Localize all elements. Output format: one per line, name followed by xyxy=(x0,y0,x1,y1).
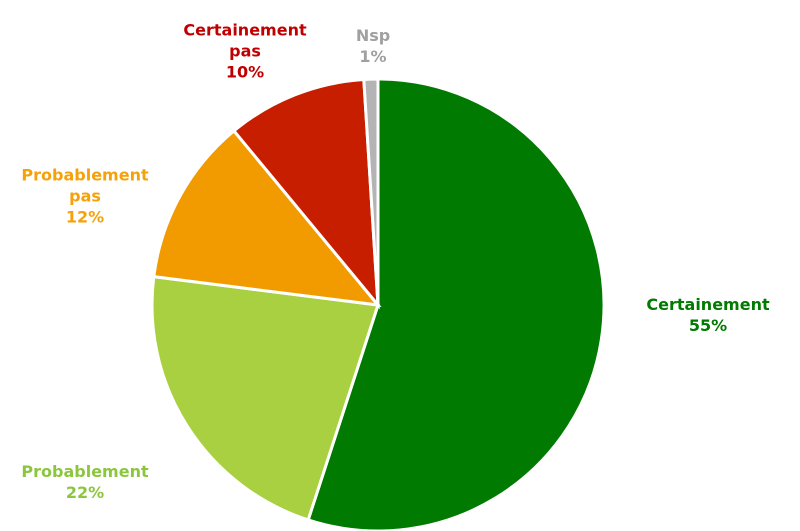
pie-slice xyxy=(231,77,380,310)
pie-slice xyxy=(150,274,380,522)
value-label: 1% xyxy=(359,47,387,66)
slice-label: Certainement 55% xyxy=(608,294,800,336)
value-label: 12% xyxy=(65,207,105,227)
slice-label: Certainement pas 10% xyxy=(170,20,320,83)
value-label: 55% xyxy=(688,316,728,335)
pie-slice xyxy=(306,77,606,531)
slice-label: Probablement pas 12% xyxy=(10,165,160,228)
category-label: Certainement pas xyxy=(183,20,307,61)
pie-slice xyxy=(152,128,382,307)
category-label: Probablement xyxy=(21,462,149,481)
category-label: Nsp xyxy=(355,26,391,45)
value-label: 10% xyxy=(225,62,265,82)
pie-slice xyxy=(362,77,380,306)
category-label: Certainement xyxy=(646,295,770,314)
value-label: 22% xyxy=(65,483,105,502)
slice-label: Nsp 1% xyxy=(343,25,403,67)
slice-label: Probablement 22% xyxy=(0,461,185,503)
category-label: Probablement pas xyxy=(21,165,149,206)
